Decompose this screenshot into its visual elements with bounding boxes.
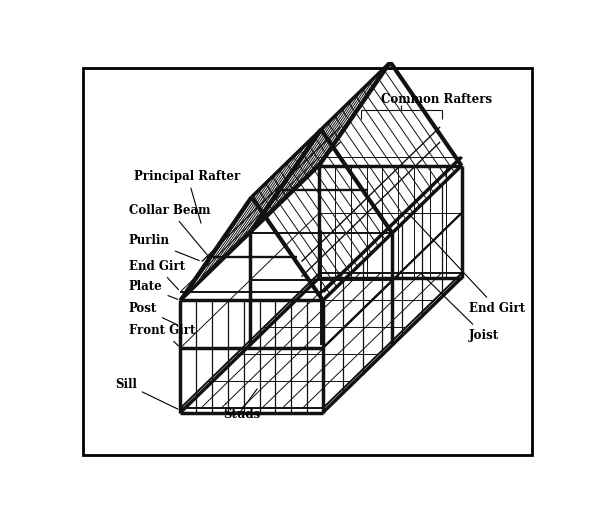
Text: Studs: Studs bbox=[223, 404, 260, 421]
Text: End Girt: End Girt bbox=[408, 213, 526, 315]
Text: Front Girt: Front Girt bbox=[129, 324, 195, 346]
Text: Post: Post bbox=[129, 302, 178, 325]
Text: Joist: Joist bbox=[421, 273, 499, 342]
Text: Principal Rafter: Principal Rafter bbox=[134, 169, 241, 223]
Text: Purlin: Purlin bbox=[129, 234, 199, 261]
Text: Common Rafters: Common Rafters bbox=[380, 93, 492, 106]
Text: Plate: Plate bbox=[129, 281, 178, 299]
Text: End Girt: End Girt bbox=[129, 260, 185, 290]
Text: Collar Beam: Collar Beam bbox=[129, 204, 211, 255]
Text: Sill: Sill bbox=[115, 378, 178, 409]
